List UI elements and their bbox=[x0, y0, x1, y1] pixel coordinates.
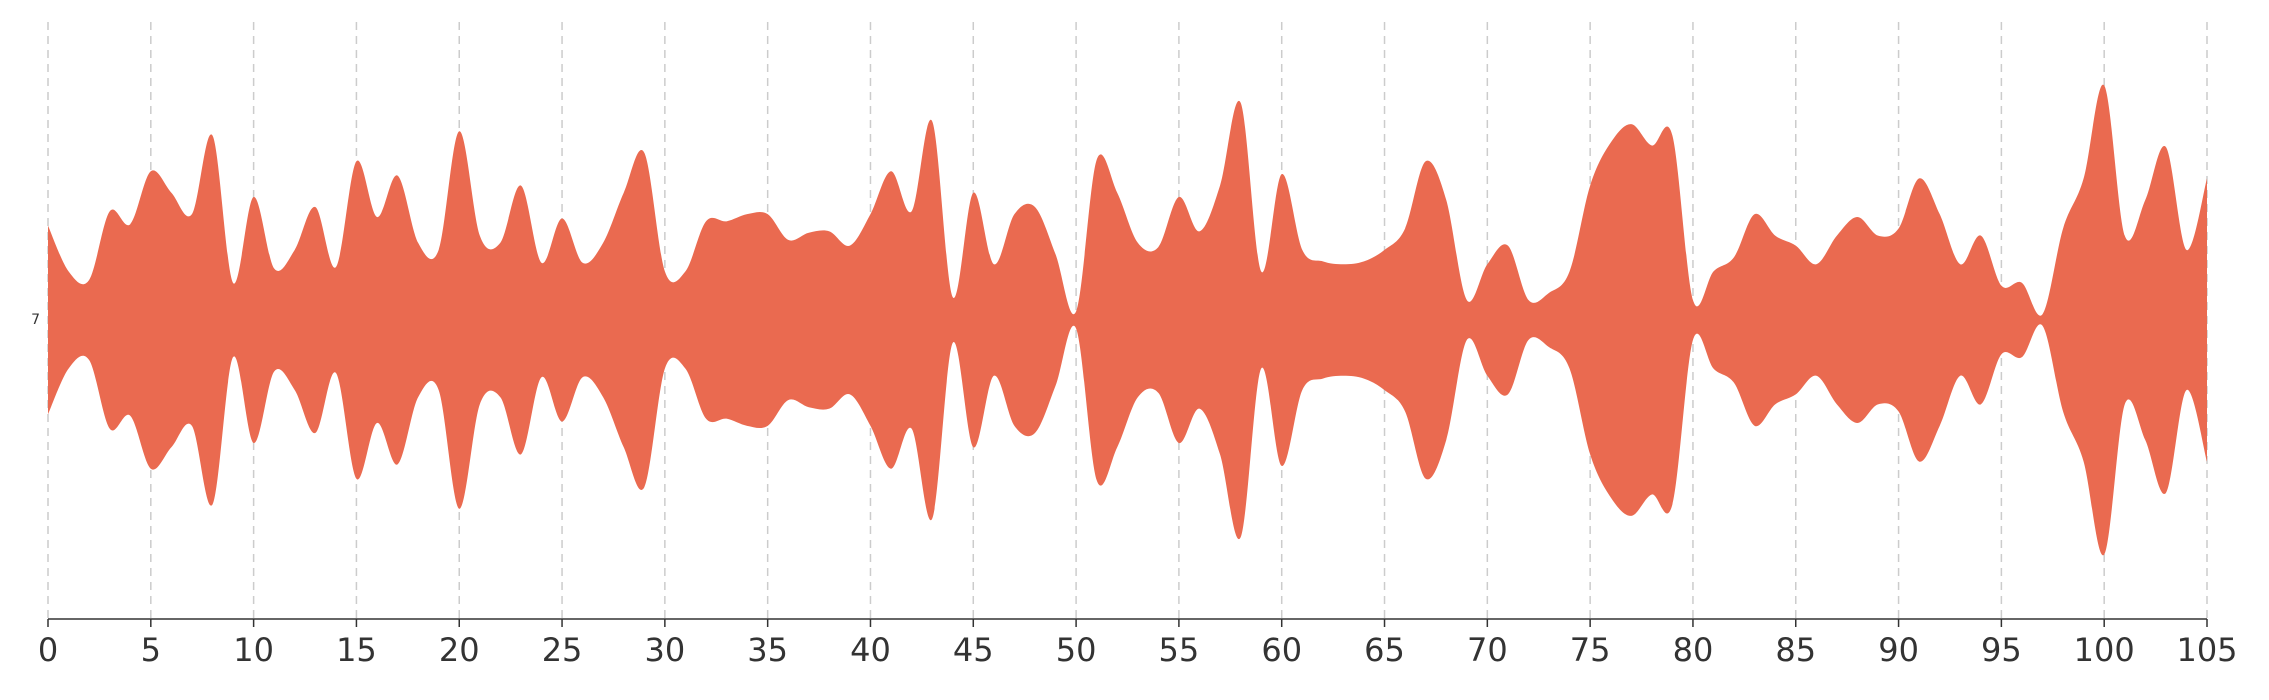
x-tick-label: 25 bbox=[542, 631, 583, 669]
series-label: 7 bbox=[31, 312, 40, 328]
x-tick-label: 45 bbox=[953, 631, 994, 669]
x-tick-label: 70 bbox=[1467, 631, 1508, 669]
river-area bbox=[48, 84, 2207, 556]
x-tick-label: 40 bbox=[850, 631, 891, 669]
x-tick-label: 10 bbox=[233, 631, 274, 669]
x-tick-label: 30 bbox=[644, 631, 685, 669]
x-tick-label: 95 bbox=[1981, 631, 2022, 669]
x-tick-label: 5 bbox=[141, 631, 161, 669]
x-tick-label: 35 bbox=[747, 631, 788, 669]
x-tick-label: 75 bbox=[1570, 631, 1611, 669]
x-tick-label: 15 bbox=[336, 631, 377, 669]
x-tick-label: 65 bbox=[1364, 631, 1405, 669]
x-tick-label: 105 bbox=[2176, 631, 2237, 669]
x-tick-label: 100 bbox=[2074, 631, 2135, 669]
x-tick-label: 50 bbox=[1056, 631, 1097, 669]
x-tick-label: 80 bbox=[1673, 631, 1714, 669]
x-tick-label: 0 bbox=[38, 631, 58, 669]
x-tick-label: 20 bbox=[439, 631, 480, 669]
x-tick-label: 90 bbox=[1878, 631, 1919, 669]
x-tick-label: 85 bbox=[1775, 631, 1816, 669]
x-tick-label: 55 bbox=[1159, 631, 1200, 669]
x-tick-label: 60 bbox=[1261, 631, 1302, 669]
